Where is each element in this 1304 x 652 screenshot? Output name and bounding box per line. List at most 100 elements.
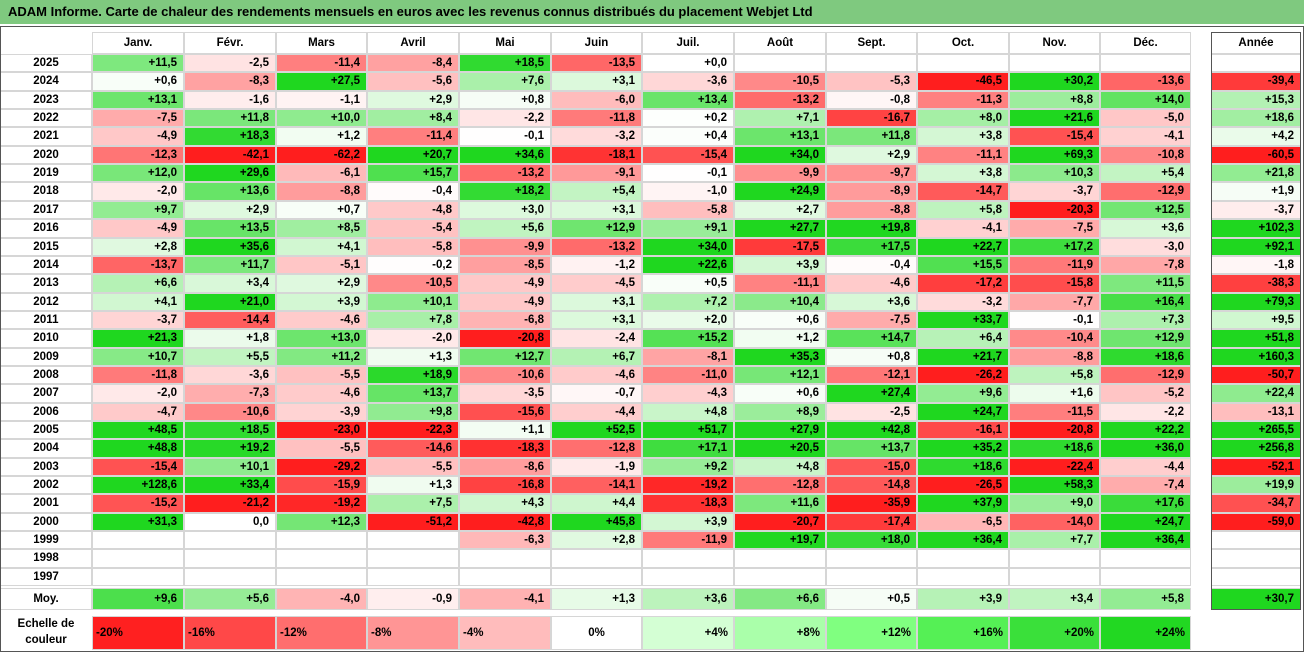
year-label: 2008	[0, 366, 92, 384]
year-label: 2023	[0, 91, 92, 109]
heatmap-cell: -2,2	[1100, 403, 1191, 421]
heatmap-cell: +19,8	[826, 219, 917, 238]
heatmap-cell: -9,7	[826, 164, 917, 182]
heatmap-cell: -1,2	[551, 256, 642, 274]
heatmap-cell: +8,9	[734, 403, 826, 421]
heatmap-cell: -17,2	[917, 274, 1009, 293]
month-header: Mai	[459, 32, 551, 54]
year-label: 2003	[0, 458, 92, 476]
heatmap-cell: +18,5	[184, 421, 276, 439]
heatmap-cell: +15,5	[917, 256, 1009, 274]
heatmap-cell: +4,1	[92, 293, 184, 311]
heatmap-cell: -0,2	[367, 256, 459, 274]
heatmap-cell: +9,6	[917, 384, 1009, 403]
heatmap-cell: -12,1	[826, 366, 917, 384]
heatmap-cell: +22,2	[1100, 421, 1191, 439]
heatmap-cell: -2,5	[184, 54, 276, 72]
average-cell: +5,8	[1100, 588, 1191, 610]
heatmap-cell: +7,1	[734, 109, 826, 127]
month-header: Août	[734, 32, 826, 54]
heatmap-cell: -4,1	[1100, 127, 1191, 146]
heatmap-cell: -8,8	[276, 182, 367, 201]
annual-cell: -1,8	[1211, 256, 1301, 274]
heatmap-cell: +3,9	[642, 513, 734, 531]
annual-cell: +265,5	[1211, 421, 1301, 439]
heatmap-cell: +36,0	[1100, 439, 1191, 458]
heatmap-cell: +48,5	[92, 421, 184, 439]
heatmap-cell: -4,8	[367, 201, 459, 219]
year-label: 2021	[0, 127, 92, 146]
heatmap-cell: +35,6	[184, 238, 276, 256]
heatmap-cell: +8,5	[276, 219, 367, 238]
heatmap-cell: -13,5	[551, 54, 642, 72]
heatmap-cell: +24,7	[917, 403, 1009, 421]
annual-cell: +9,5	[1211, 311, 1301, 329]
year-label: 2007	[0, 384, 92, 403]
heatmap-cell: -20,3	[1009, 201, 1100, 219]
heatmap-cell: +1,3	[367, 348, 459, 366]
heatmap-cell: +36,4	[1100, 531, 1191, 549]
heatmap-cell: -4,3	[642, 384, 734, 403]
heatmap-cell: -11,0	[642, 366, 734, 384]
heatmap-cell: -13,2	[734, 91, 826, 109]
annual-cell: -34,7	[1211, 494, 1301, 513]
heatmap-cell: -15,6	[459, 403, 551, 421]
heatmap-cell: +13,1	[734, 127, 826, 146]
heatmap-cell: -8,8	[1009, 348, 1100, 366]
average-cell: -4,0	[276, 588, 367, 610]
annual-cell: +92,1	[1211, 238, 1301, 256]
heatmap-cell: +3,1	[551, 72, 642, 91]
heatmap-cell: -22,4	[1009, 458, 1100, 476]
year-label: 2016	[0, 219, 92, 238]
color-scale-step: +20%	[1009, 616, 1100, 650]
heatmap-cell: +15,7	[367, 164, 459, 182]
heatmap-cell: -2,2	[459, 109, 551, 127]
annual-cell	[1211, 568, 1301, 586]
average-cell: +6,6	[734, 588, 826, 610]
heatmap-cell: -0,1	[1009, 311, 1100, 329]
heatmap-cell: +27,4	[826, 384, 917, 403]
month-header: Avril	[367, 32, 459, 54]
heatmap-cell: -14,6	[367, 439, 459, 458]
heatmap-cell: +1,2	[276, 127, 367, 146]
heatmap-cell: -3,7	[92, 311, 184, 329]
heatmap-cell: +0,6	[734, 384, 826, 403]
heatmap-cell: -14,0	[1009, 513, 1100, 531]
month-header: Mars	[276, 32, 367, 54]
heatmap-cell: +13,6	[184, 182, 276, 201]
heatmap-cell: +1,1	[459, 421, 551, 439]
heatmap-cell: -15,8	[1009, 274, 1100, 293]
month-header: Janv.	[92, 32, 184, 54]
heatmap-cell: +11,5	[1100, 274, 1191, 293]
year-label: 2020	[0, 146, 92, 164]
annual-cell	[1211, 54, 1301, 72]
heatmap-cell: +3,8	[917, 127, 1009, 146]
heatmap-cell: -7,3	[184, 384, 276, 403]
heatmap-cell	[1009, 54, 1100, 72]
heatmap-cell: +21,0	[184, 293, 276, 311]
heatmap-cell: -4,6	[551, 366, 642, 384]
heatmap-cell: +18,2	[459, 182, 551, 201]
heatmap-cell: +3,9	[734, 256, 826, 274]
heatmap-cell: -4,6	[826, 274, 917, 293]
heatmap-cell: -4,4	[1100, 458, 1191, 476]
annual-cell: -52,1	[1211, 458, 1301, 476]
heatmap-cell: +18,0	[826, 531, 917, 549]
heatmap-cell: +7,8	[367, 311, 459, 329]
heatmap-cell: -35,9	[826, 494, 917, 513]
annual-cell: +19,9	[1211, 476, 1301, 494]
heatmap-cell: +18,6	[1100, 348, 1191, 366]
heatmap-cell: +0,4	[642, 127, 734, 146]
annual-cell: +21,8	[1211, 164, 1301, 182]
heatmap-cell	[276, 549, 367, 568]
month-header: Juil.	[642, 32, 734, 54]
heatmap-cell	[642, 549, 734, 568]
heatmap-cell: +13,7	[367, 384, 459, 403]
heatmap-cell: +10,3	[1009, 164, 1100, 182]
heatmap-cell: -11,1	[917, 146, 1009, 164]
heatmap-cell: -15,4	[1009, 127, 1100, 146]
heatmap-cell	[917, 54, 1009, 72]
year-label: 2001	[0, 494, 92, 513]
average-label: Moy.	[0, 588, 92, 610]
heatmap-cell: -3,0	[1100, 238, 1191, 256]
